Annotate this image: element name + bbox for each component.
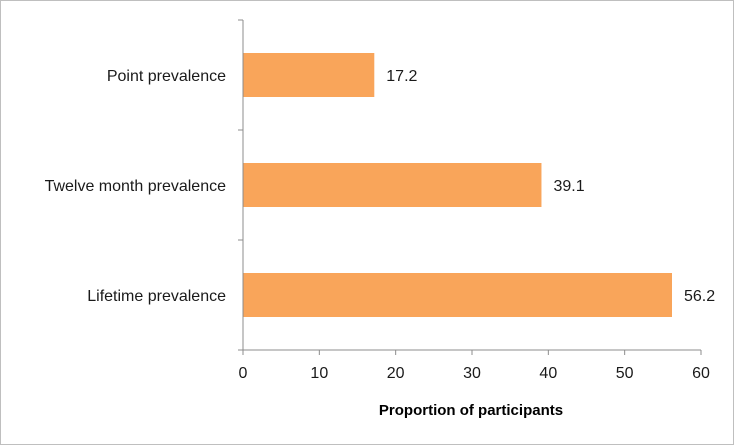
x-tick-label-5: 50 bbox=[616, 365, 634, 382]
category-label-0: Point prevalence bbox=[107, 68, 226, 85]
bar-0 bbox=[243, 53, 375, 97]
data-label-1: 39.1 bbox=[553, 178, 584, 195]
x-tick-label-1: 10 bbox=[310, 365, 328, 382]
category-label-1: Twelve month prevalence bbox=[45, 178, 227, 195]
x-axis-title: Proportion of participants bbox=[379, 402, 563, 419]
x-tick-label-6: 60 bbox=[692, 365, 710, 382]
category-label-2: Lifetime prevalence bbox=[87, 288, 226, 305]
data-label-0: 17.2 bbox=[386, 68, 417, 85]
bar-1 bbox=[243, 163, 542, 207]
data-label-2: 56.2 bbox=[684, 288, 715, 305]
x-tick-label-4: 40 bbox=[539, 365, 557, 382]
bar-2 bbox=[243, 273, 672, 317]
axes-group: Point prevalence Twelve month prevalence L… bbox=[45, 19, 710, 382]
x-tick-label-3: 30 bbox=[463, 365, 481, 382]
bars-group: 17.2 39.1 56.2 bbox=[243, 53, 715, 317]
x-tick-label-0: 0 bbox=[239, 365, 248, 382]
x-tick-label-2: 20 bbox=[387, 365, 405, 382]
